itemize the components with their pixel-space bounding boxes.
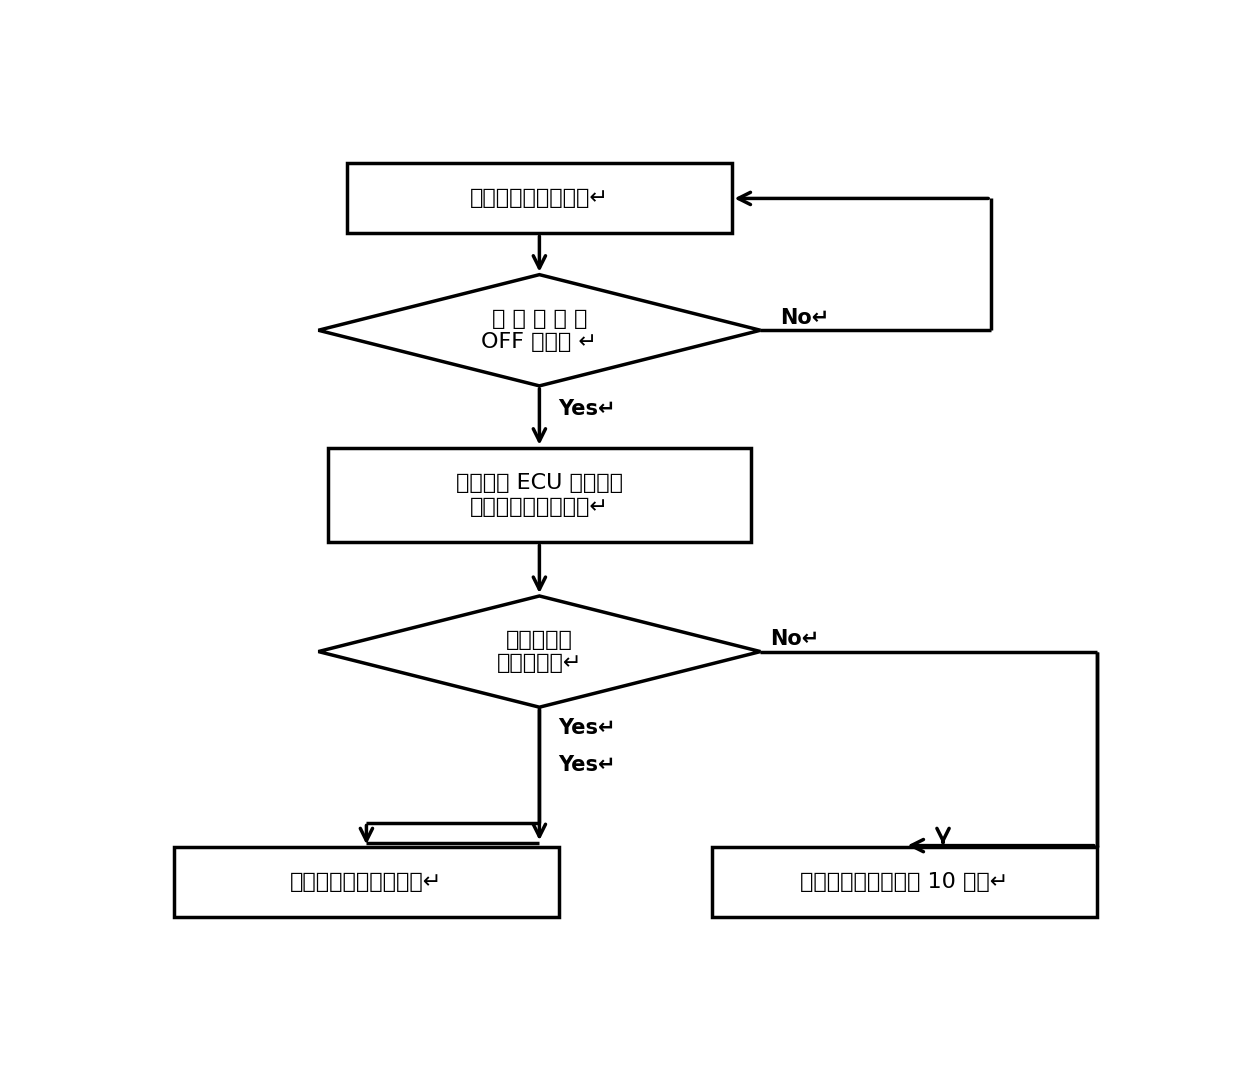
Text: 网关监控 ECU 的特定信
号，并进行数据存储↵: 网关监控 ECU 的特定信 号，并进行数据存储↵ [456, 473, 622, 517]
Polygon shape [319, 275, 760, 386]
Bar [347, 164, 732, 233]
Bar [713, 847, 1097, 917]
Bar [327, 447, 750, 542]
Text: No↵: No↵ [770, 629, 820, 649]
Text: No↵: No↵ [780, 308, 828, 327]
Text: 电 源 模 式 为
OFF 状态？ ↵: 电 源 模 式 为 OFF 状态？ ↵ [481, 308, 598, 352]
Text: 是否有睡眠
响应置位？↵: 是否有睡眠 响应置位？↵ [497, 630, 582, 673]
Text: 休眠异常，记录数据 10 分钟↵: 休眠异常，记录数据 10 分钟↵ [800, 872, 1009, 892]
Text: 休眠正常，不记录数据↵: 休眠正常，不记录数据↵ [290, 872, 443, 892]
Text: Yes↵: Yes↵ [559, 398, 616, 418]
Text: 读取电源模式信号值↵: 读取电源模式信号值↵ [470, 188, 609, 209]
Bar [174, 847, 558, 917]
Text: Yes↵: Yes↵ [559, 754, 616, 775]
Polygon shape [319, 596, 760, 707]
Text: Yes↵: Yes↵ [559, 718, 616, 738]
